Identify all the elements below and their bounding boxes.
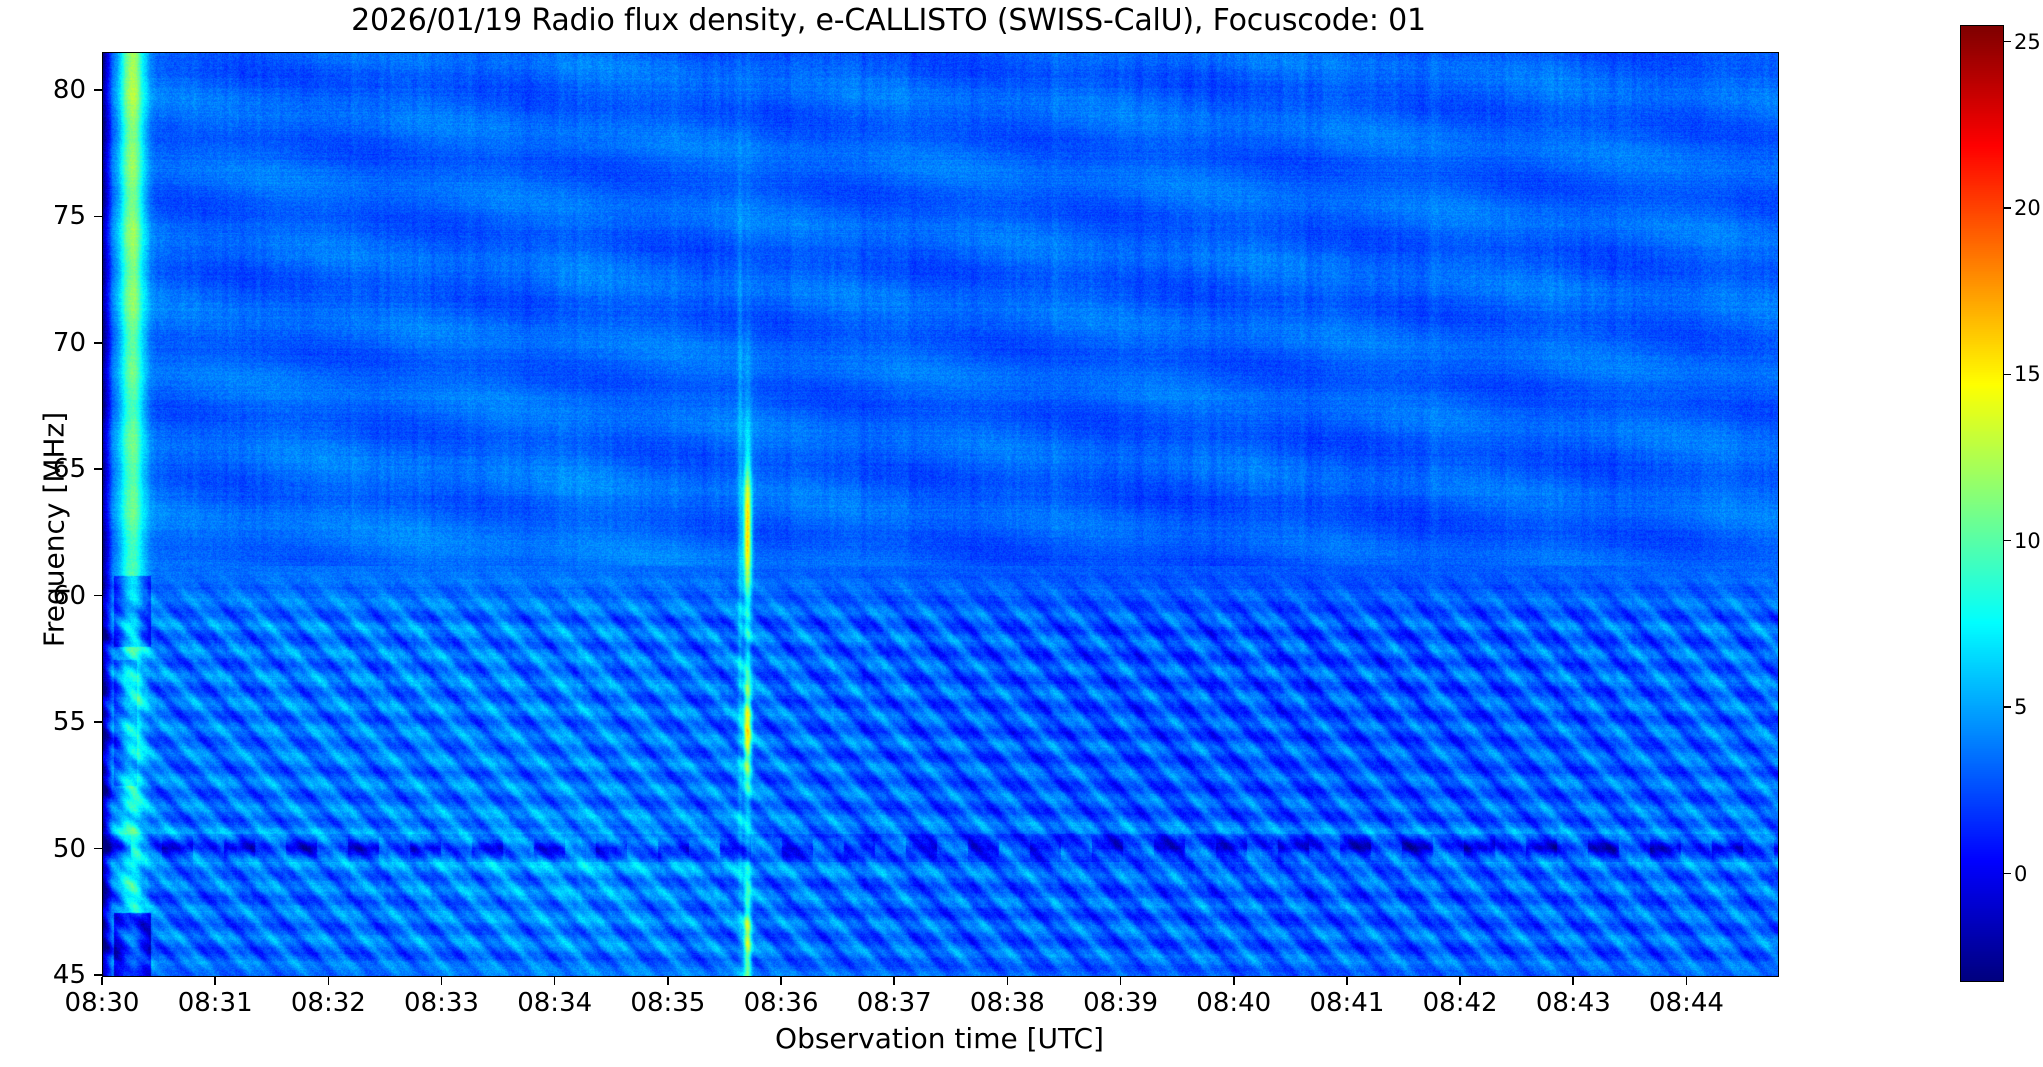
x-tick-label: 08:39 [1083,988,1159,1018]
colorbar-tick-mark [2004,40,2011,43]
y-tick-label: 45 [52,960,86,990]
page-title: 2026/01/19 Radio flux density, e-CALLIST… [351,3,1426,38]
colorbar-tick-mark [2004,706,2011,708]
y-tick-mark [94,468,102,471]
x-tick-mark [1119,977,1122,985]
x-tick-label: 08:36 [743,988,819,1018]
x-tick-label: 08:34 [517,988,593,1018]
colorbar-tick-mark [2004,540,2011,542]
x-axis-label: Observation time [UTC] [775,1022,1104,1055]
x-tick-label: 08:44 [1648,988,1724,1018]
x-tick-mark [893,977,896,985]
colorbar-tick-mark [2004,872,2011,875]
x-tick-label: 08:41 [1309,988,1385,1018]
colorbar-tick-mark [2004,373,2011,376]
x-tick-label: 08:38 [969,988,1045,1018]
x-tick-mark [1459,977,1461,985]
y-tick-mark [94,594,102,597]
x-tick-mark [780,977,782,985]
spectrogram-image[interactable] [103,53,1778,976]
y-tick-mark [94,847,102,850]
colorbar-tick-mark [2004,207,2011,209]
x-tick-label: 08:33 [404,988,479,1018]
x-tick-label: 08:30 [64,988,140,1018]
colorbar-tick-label: 20 [2014,196,2041,220]
x-tick-mark [1006,977,1009,985]
y-tick-label: 75 [52,201,86,232]
colorbar-tick-label: 15 [2014,362,2041,387]
spectrogram-plot-area[interactable] [102,52,1779,977]
x-tick-mark [1232,977,1235,985]
colorbar[interactable] [1960,25,2004,982]
x-tick-mark [667,977,669,985]
x-tick-mark [440,977,443,985]
x-tick-label: 08:31 [177,988,253,1018]
x-tick-mark [327,977,330,985]
y-tick-label: 80 [52,74,86,105]
x-tick-label: 08:40 [1196,988,1272,1018]
x-tick-label: 08:32 [290,988,366,1018]
x-tick-label: 08:42 [1422,988,1498,1018]
x-tick-label: 08:35 [630,988,706,1018]
colorbar-gradient [1961,26,2003,981]
colorbar-tick-label: 25 [2014,29,2041,54]
x-tick-label: 08:37 [856,988,932,1018]
y-tick-mark [94,974,102,976]
y-tick-label: 70 [52,327,86,358]
y-tick-label: 50 [52,833,86,864]
y-tick-label: 60 [52,580,86,611]
x-tick-mark [1572,977,1575,985]
y-tick-mark [94,342,102,344]
y-tick-mark [94,215,102,218]
x-tick-mark [1346,977,1348,985]
y-tick-mark [94,89,102,91]
x-tick-mark [1685,977,1688,985]
colorbar-tick-label: 0 [2014,861,2028,886]
y-axis-label: Frequency [MHz] [37,411,71,648]
x-tick-label: 08:43 [1535,988,1611,1018]
x-tick-mark [101,977,103,985]
x-tick-mark [553,977,556,985]
y-tick-mark [94,721,102,723]
colorbar-tick-label: 10 [2014,528,2041,553]
x-tick-mark [214,977,216,985]
colorbar-tick-label: 5 [2014,695,2028,720]
y-tick-label: 55 [52,707,86,738]
y-tick-label: 65 [52,454,86,485]
